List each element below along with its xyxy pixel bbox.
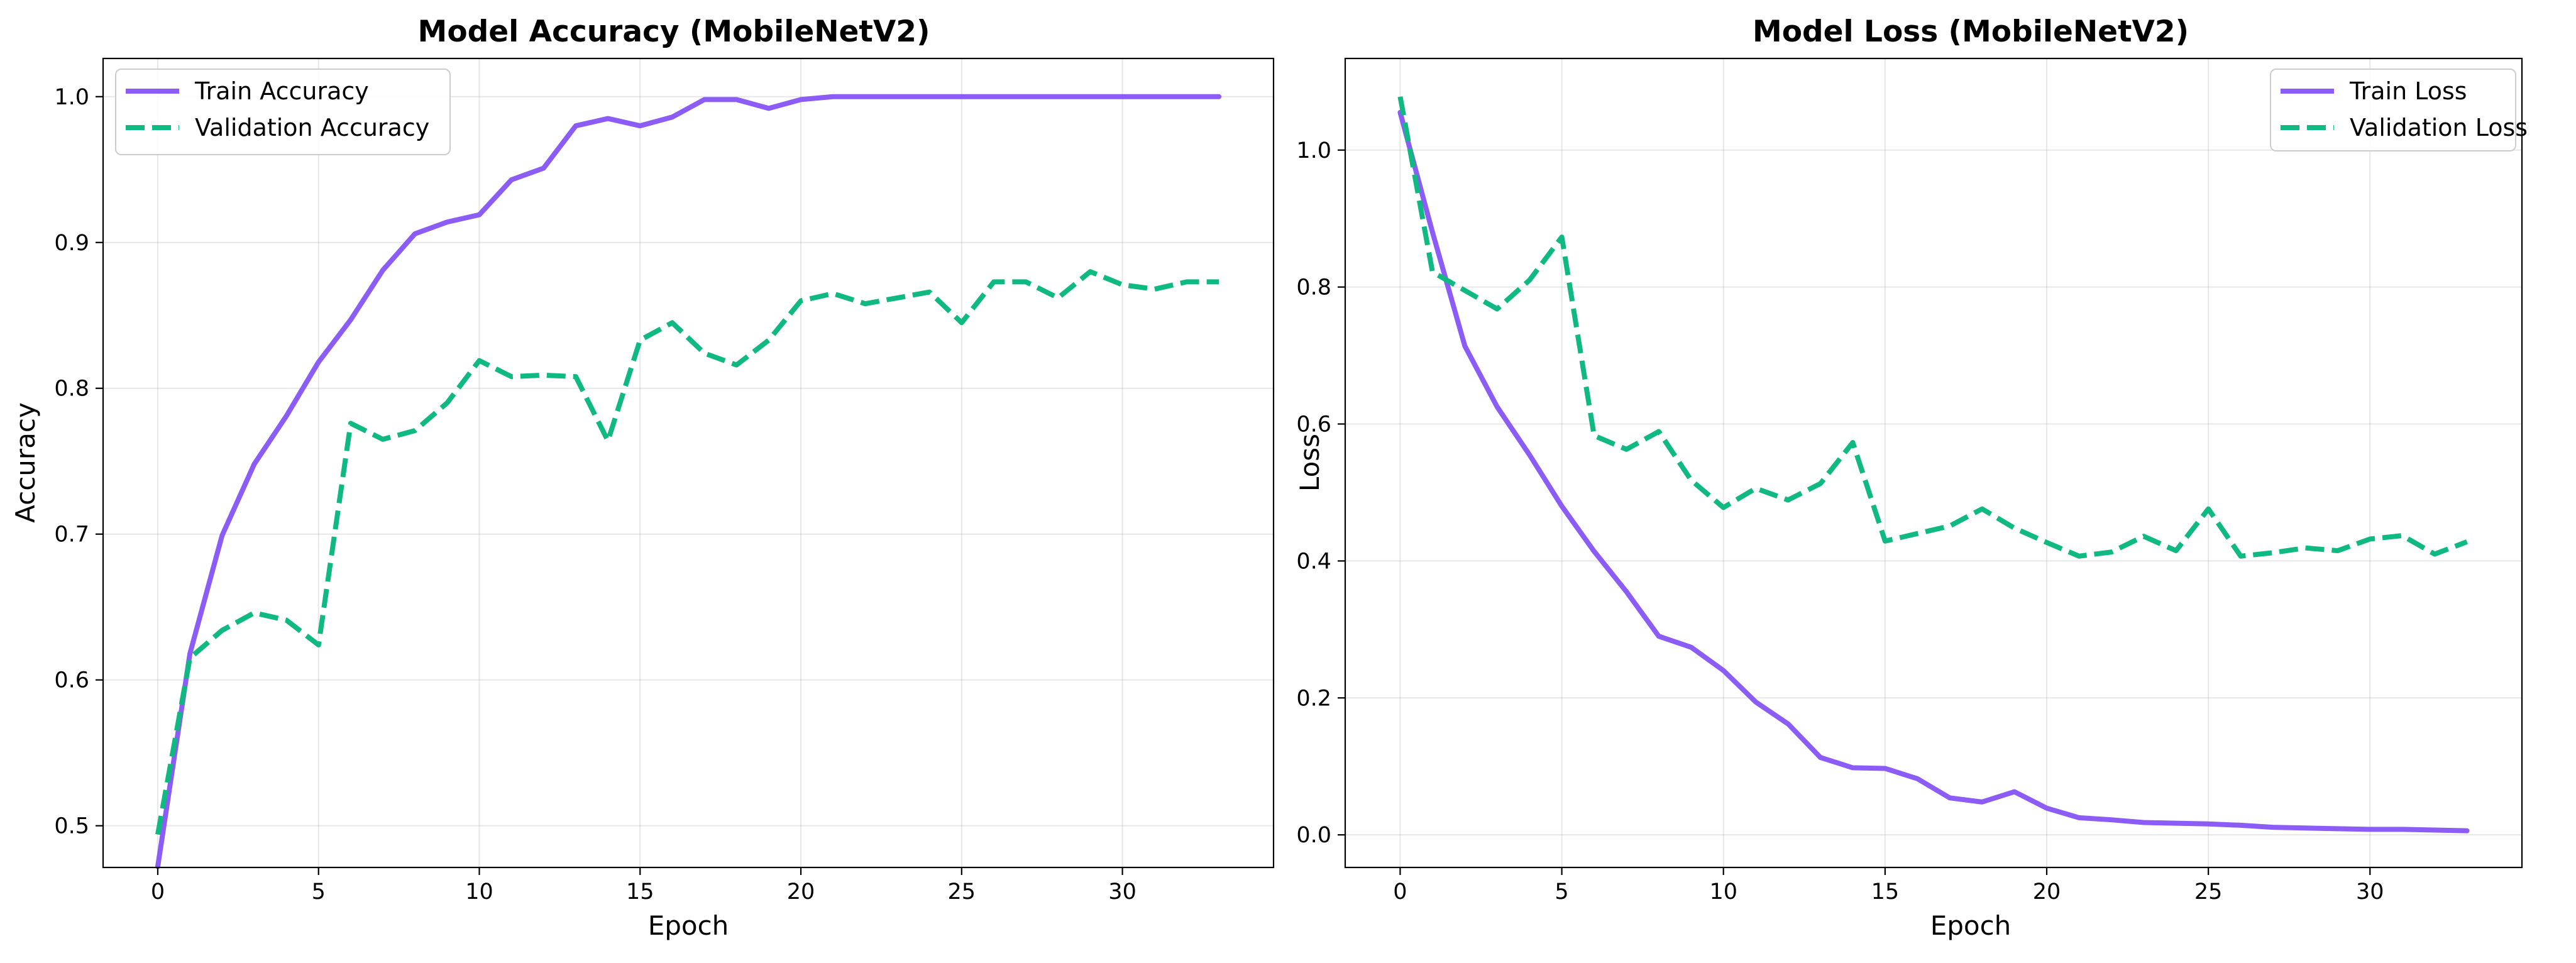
accuracy-y-tick-label: 1.0 bbox=[54, 85, 89, 110]
accuracy-legend-train-label: Train Accuracy bbox=[194, 77, 369, 105]
loss-y-tick-label: 0.8 bbox=[1296, 275, 1331, 300]
accuracy-y-tick-label: 0.8 bbox=[54, 377, 89, 402]
accuracy-chart-title: Model Accuracy (MobileNetV2) bbox=[418, 14, 930, 49]
loss-x-tick-label: 25 bbox=[2194, 879, 2223, 905]
loss-x-tick-label: 20 bbox=[2033, 879, 2061, 905]
loss-y-tick-label: 0.6 bbox=[1296, 412, 1331, 437]
accuracy-legend: Train Accuracy Validation Accuracy bbox=[115, 69, 451, 155]
accuracy-x-tick-label: 20 bbox=[787, 879, 815, 905]
accuracy-series-validation-line bbox=[155, 269, 1219, 835]
accuracy-x-axis-label: Epoch bbox=[648, 910, 729, 941]
loss-y-tick-label: 1.0 bbox=[1296, 138, 1331, 163]
accuracy-series-layer bbox=[155, 94, 1222, 869]
accuracy-y-ticks: 0.5 0.6 0.7 0.8 0.9 1.0 bbox=[54, 85, 103, 839]
accuracy-series-train-line bbox=[155, 94, 1222, 869]
accuracy-y-tick-label: 0.7 bbox=[54, 522, 89, 548]
loss-x-ticks: 0 5 10 15 20 25 30 bbox=[1393, 867, 2384, 905]
loss-x-tick-label: 15 bbox=[1871, 879, 1900, 905]
loss-series-validation-line bbox=[1397, 96, 2468, 559]
loss-chart-title: Model Loss (MobileNetV2) bbox=[1753, 14, 2189, 49]
loss-x-tick-label: 30 bbox=[2356, 879, 2384, 905]
loss-legend-validation-label: Validation Loss bbox=[2350, 114, 2528, 141]
accuracy-x-tick-label: 30 bbox=[1108, 879, 1137, 905]
accuracy-chart: Model Accuracy (MobileNetV2) 0 5 10 15 20 25 3… bbox=[10, 14, 1275, 941]
loss-x-tick-label: 0 bbox=[1393, 879, 1407, 905]
accuracy-y-tick-label: 0.9 bbox=[54, 231, 89, 256]
accuracy-x-tick-label: 5 bbox=[312, 879, 326, 905]
loss-y-axis-label: Loss bbox=[1294, 434, 1325, 492]
accuracy-x-ticks: 0 5 10 15 20 25 30 bbox=[151, 867, 1137, 905]
loss-chart: Model Loss (MobileNetV2) 0 5 10 15 20 25 30 0.… bbox=[1294, 14, 2528, 941]
loss-x-tick-label: 10 bbox=[1709, 879, 1737, 905]
loss-y-tick-label: 0.4 bbox=[1296, 549, 1331, 574]
loss-legend: Train Loss Validation Loss bbox=[2270, 69, 2528, 151]
accuracy-x-tick-label: 0 bbox=[151, 879, 165, 905]
accuracy-legend-box bbox=[115, 69, 451, 155]
loss-y-ticks: 0.0 0.2 0.4 0.6 0.8 1.0 bbox=[1296, 138, 1345, 848]
accuracy-y-axis-label: Accuracy bbox=[10, 402, 41, 523]
accuracy-x-tick-label: 15 bbox=[626, 879, 654, 905]
accuracy-x-tick-label: 25 bbox=[948, 879, 976, 905]
accuracy-y-tick-label: 0.5 bbox=[54, 814, 89, 839]
accuracy-x-tick-label: 10 bbox=[465, 879, 493, 905]
loss-legend-train-label: Train Loss bbox=[2349, 77, 2467, 105]
loss-series-layer bbox=[1397, 96, 2470, 834]
loss-series-train-line bbox=[1397, 109, 2470, 834]
loss-x-axis-label: Epoch bbox=[1930, 910, 2012, 941]
loss-plot-frame bbox=[1344, 57, 2523, 869]
loss-y-tick-label: 0.2 bbox=[1296, 686, 1331, 711]
accuracy-plot-frame bbox=[102, 57, 1275, 869]
accuracy-legend-validation-label: Validation Accuracy bbox=[195, 114, 429, 141]
accuracy-y-tick-label: 0.6 bbox=[54, 668, 89, 693]
loss-y-tick-label: 0.0 bbox=[1296, 823, 1331, 848]
loss-x-tick-label: 5 bbox=[1555, 879, 1568, 905]
